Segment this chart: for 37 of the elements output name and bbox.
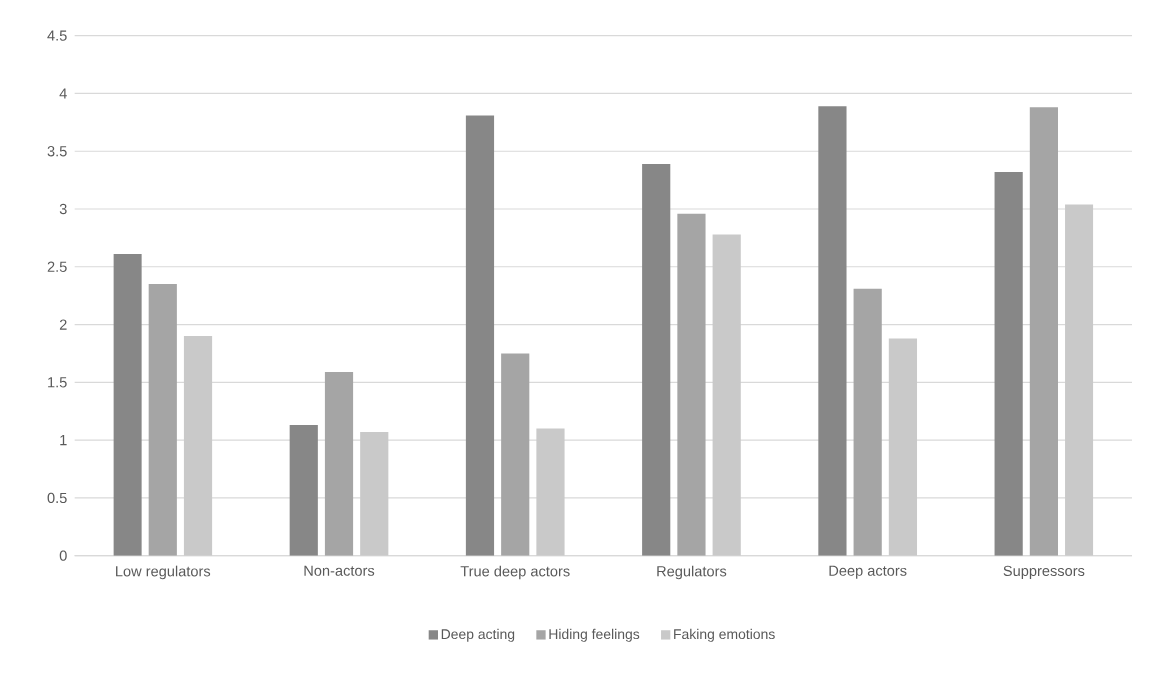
bar: [818, 106, 847, 556]
bar: [324, 371, 354, 556]
x-tick-label: True deep actors: [460, 565, 570, 580]
x-tick-label: Non-actors: [304, 565, 375, 576]
x-tick-label: Suppressors: [1003, 565, 1085, 579]
bar: [113, 254, 142, 556]
y-tick-label: 2: [59, 319, 67, 330]
y-tick-label: 0: [59, 550, 67, 561]
bar: [1029, 107, 1058, 556]
bar: [183, 336, 213, 556]
legend-label: Hiding feelings: [549, 628, 640, 642]
bar: [148, 284, 177, 556]
y-tick-label: 4: [59, 88, 67, 99]
y-tick-label: 1: [60, 435, 67, 446]
x-tick-label: Deep actors: [829, 565, 907, 579]
bar: [712, 234, 741, 556]
bar: [888, 338, 918, 556]
bar: [360, 432, 389, 556]
bar: [501, 353, 530, 556]
bar: [677, 213, 706, 556]
x-tick-label: Regulators: [657, 565, 727, 580]
x-tick-label: Low regulators: [116, 565, 211, 580]
y-tick-label: 3.5: [47, 146, 67, 157]
y-tick-label: 1.5: [48, 377, 67, 388]
bar: [1065, 204, 1094, 556]
bar: [536, 428, 565, 556]
y-tick-label: 3: [59, 203, 67, 215]
bar: [853, 288, 882, 556]
bar: [465, 115, 495, 556]
y-tick-label: 0.5: [47, 492, 67, 504]
y-tick-label: 2.5: [47, 261, 67, 272]
legend-label: Faking emotions: [674, 628, 775, 642]
y-tick-label: 4.5: [47, 30, 67, 41]
bar: [994, 172, 1023, 556]
bar: [642, 163, 671, 556]
bar: [289, 425, 318, 556]
legend-label: Deep acting: [441, 628, 515, 642]
